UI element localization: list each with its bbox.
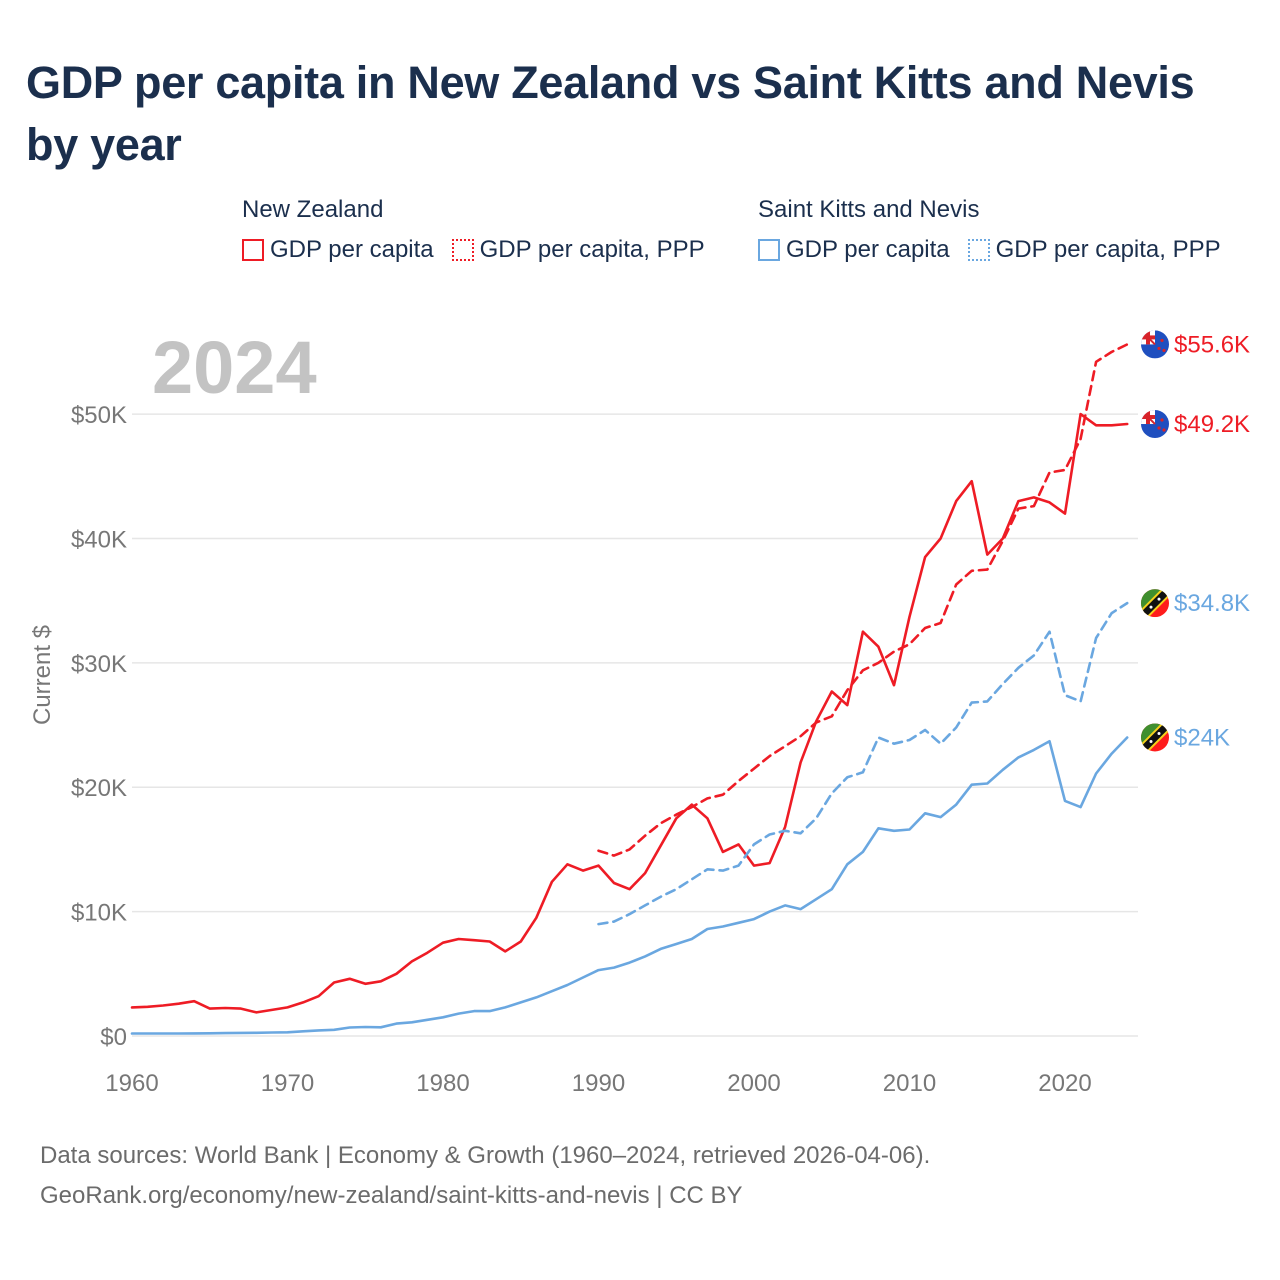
legend-group-title: Saint Kitts and Nevis: [758, 196, 980, 223]
y-tick-label: $10K: [71, 900, 127, 927]
source-url[interactable]: GeoRank.org/economy/new-zealand/saint-ki…: [40, 1182, 743, 1209]
end-value-label: $34.8K: [1174, 590, 1250, 617]
x-tick-label: 1970: [261, 1070, 314, 1097]
legend-item-label: GDP per capita: [270, 236, 434, 263]
x-tick-label: 2020: [1038, 1070, 1091, 1097]
x-tick-label: 2010: [883, 1070, 936, 1097]
legend-group-new-zealand: New Zealand GDP per capita GDP per capit…: [242, 194, 723, 264]
legend-item-skn-gdp[interactable]: GDP per capita: [758, 236, 950, 264]
legend-item-label: GDP per capita, PPP: [995, 236, 1221, 263]
series-line-new-zealand[interactable]: [130, 412, 1129, 1014]
legend-group-saint-kitts: Saint Kitts and Nevis GDP per capita GDP…: [758, 194, 1239, 264]
x-tick-label: 1960: [105, 1070, 158, 1097]
legend-item-skn-gdp-ppp[interactable]: GDP per capita, PPP: [967, 236, 1221, 264]
y-axis-title: Current $: [29, 625, 56, 725]
legend-item-label: GDP per capita, PPP: [479, 236, 705, 263]
saint-kitts-and-nevis-flag-icon: [1141, 589, 1169, 618]
legend-item-label: GDP per capita: [786, 236, 950, 263]
footer: Data sources: World Bank | Economy & Gro…: [40, 1136, 930, 1216]
saint-kitts-and-nevis-flag-icon: [1141, 723, 1169, 752]
x-tick-label: 2000: [727, 1070, 780, 1097]
legend-item-nz-gdp[interactable]: GDP per capita: [242, 236, 434, 264]
new-zealand-flag-icon: [1141, 410, 1169, 439]
legend-group-title: New Zealand: [242, 196, 384, 223]
series-line-new-zealand-ppp[interactable]: [597, 343, 1129, 857]
end-value-label: $24K: [1174, 724, 1230, 751]
new-zealand-flag-icon: [1141, 330, 1169, 359]
legend-item-nz-gdp-ppp[interactable]: GDP per capita, PPP: [451, 236, 705, 264]
legend-swatch-solid: [758, 239, 780, 261]
series-line-saint-kitts-and-nevis-ppp[interactable]: [597, 601, 1129, 926]
legend-swatch-solid: [242, 239, 264, 261]
y-tick-label: $50K: [71, 402, 127, 429]
x-tick-label: 1990: [572, 1070, 625, 1097]
legend-swatch-dotted: [967, 239, 990, 261]
data-source-note: Data sources: World Bank | Economy & Gro…: [40, 1142, 931, 1169]
legend-swatch-dotted: [451, 239, 474, 261]
end-value-label: $55.6K: [1174, 331, 1250, 358]
y-tick-label: $30K: [71, 651, 127, 678]
end-value-label: $49.2K: [1174, 411, 1250, 438]
year-watermark: 2024: [152, 326, 317, 409]
series-line-saint-kitts-and-nevis[interactable]: [130, 736, 1129, 1035]
y-tick-label: $40K: [71, 526, 127, 553]
y-tick-label: $20K: [71, 775, 127, 802]
page-title: GDP per capita in New Zealand vs Saint K…: [26, 57, 1195, 170]
line-chart: 2024 Current $ $0 $10K $20K $30K $40K $50K 19…: [29, 326, 1250, 1097]
y-tick-label: $0: [100, 1024, 127, 1051]
x-tick-label: 1980: [416, 1070, 469, 1097]
